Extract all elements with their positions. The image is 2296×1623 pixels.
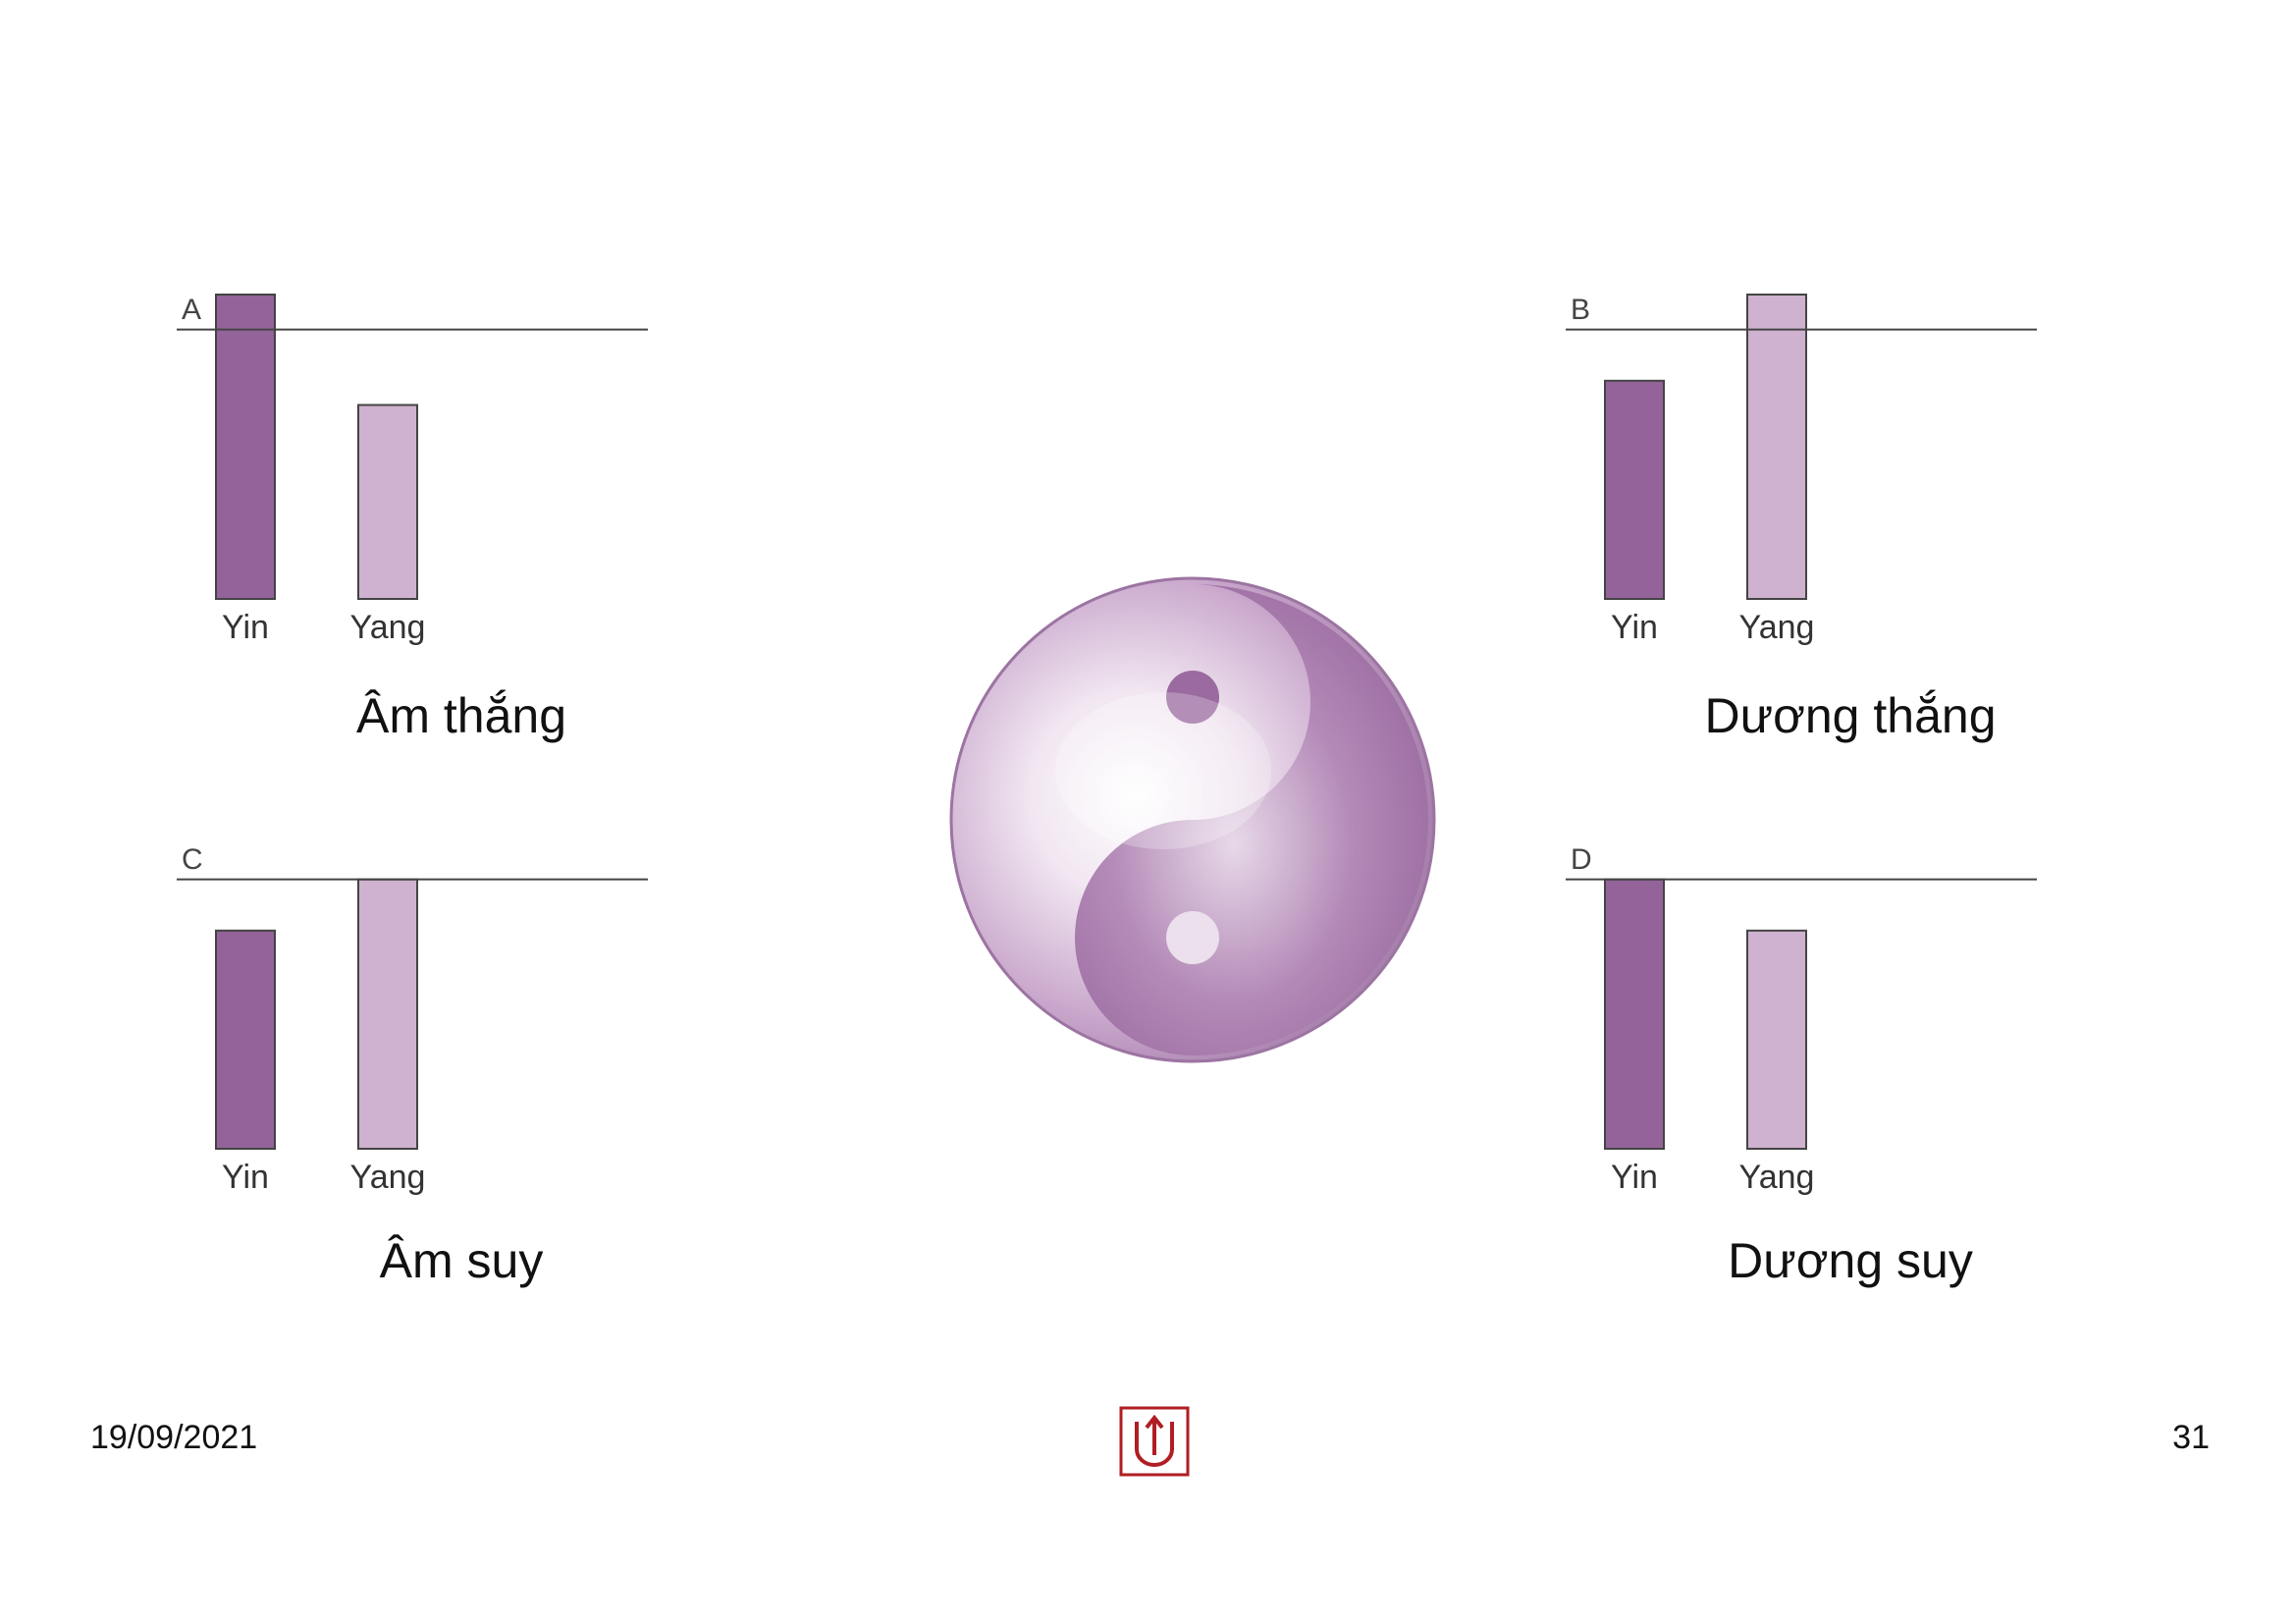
panel-letter: A xyxy=(182,294,201,326)
bar-chart-b: B Yin Yang xyxy=(1566,294,2037,646)
chart-panel-a: A Yin Yang xyxy=(167,275,717,687)
bar-yang xyxy=(357,404,418,600)
bar-yin xyxy=(215,294,276,600)
chart-panel-c: C Yin Yang xyxy=(167,825,717,1237)
bar-yin xyxy=(1604,379,1665,600)
panel-letter: C xyxy=(182,843,203,876)
chart-panel-b: B Yin Yang xyxy=(1556,275,2106,687)
bar-yin xyxy=(215,929,276,1150)
bar-chart-a: A Yin Yang xyxy=(177,294,648,646)
caption-am-thang: Âm thắng xyxy=(355,688,566,743)
tick-label-yin: Yin xyxy=(222,609,269,646)
slide-page-number: 31 xyxy=(2172,1419,2210,1456)
panel-letter: B xyxy=(1571,294,1590,326)
yin-yang-icon xyxy=(949,576,1436,1063)
caption-duong-thang: Dương thắng xyxy=(1704,688,1997,743)
chart-panel-d: D Yin Yang xyxy=(1556,825,2106,1237)
bar-yang xyxy=(357,878,418,1150)
bar-yang xyxy=(1746,929,1807,1150)
caption-duong-suy: Dương suy xyxy=(1728,1233,1973,1288)
caption-am-suy: Âm suy xyxy=(379,1233,544,1288)
tick-label-yang: Yang xyxy=(1739,609,1815,646)
tick-label-yang: Yang xyxy=(350,609,426,646)
panel-letter: D xyxy=(1571,843,1592,876)
bar-chart-d: D Yin Yang xyxy=(1566,843,2037,1196)
tick-label-yang: Yang xyxy=(350,1159,426,1196)
university-logo-icon xyxy=(1119,1406,1190,1477)
slide-date: 19/09/2021 xyxy=(90,1419,258,1456)
tick-label-yang: Yang xyxy=(1739,1159,1815,1196)
tick-label-yin: Yin xyxy=(222,1159,269,1196)
tick-label-yin: Yin xyxy=(1611,609,1658,646)
bar-yin xyxy=(1604,878,1665,1150)
tick-label-yin: Yin xyxy=(1611,1159,1658,1196)
bar-yang xyxy=(1746,294,1807,600)
bar-chart-c: C Yin Yang xyxy=(177,843,648,1196)
